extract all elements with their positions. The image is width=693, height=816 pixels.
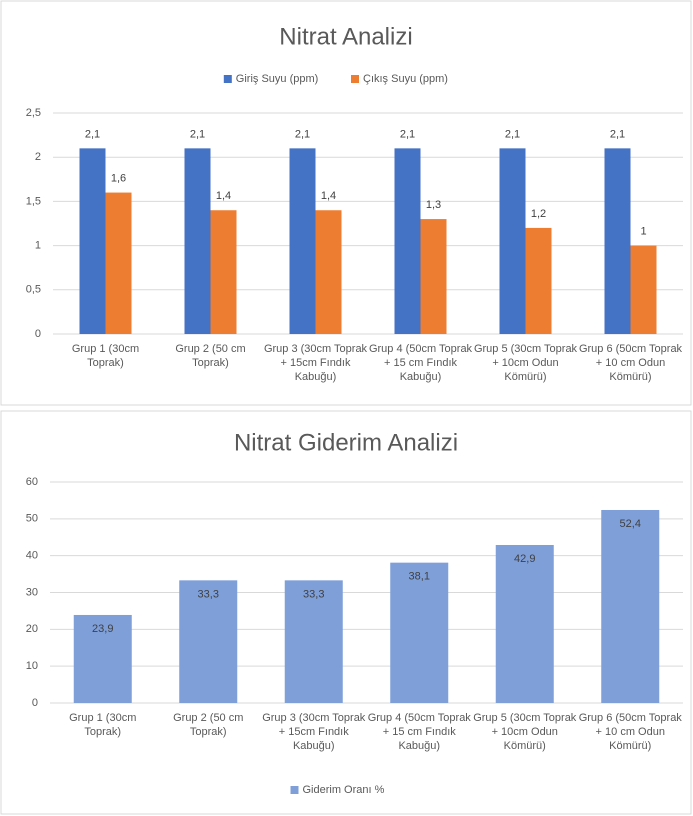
x-tick-label: Grup 4 (50cm Toprak + 15 cm Fındık Kabuğ… [368,343,473,383]
x-tick-label-box: Grup 2 (50 cm Toprak) [175,343,246,369]
bar [394,148,421,334]
x-tick-label-box: Grup 3 (30cm Toprak + 15cm Fındık Kabuğu… [262,712,366,752]
y-tick-label: 50 [26,513,38,525]
data-label: 33,3 [303,588,324,600]
bar [210,210,237,334]
bar [284,580,343,703]
data-label: 1 [640,226,646,238]
y-tick-label: 40 [26,550,38,562]
data-label: 33,3 [198,588,219,600]
data-label: 2,1 [295,128,310,140]
data-label: 1,2 [531,208,546,220]
bar [289,148,316,334]
x-tick-label-box: Grup 1 (30cm Toprak) [71,343,140,369]
legend-swatch [351,75,359,83]
x-tick-label: Grup 5 (30cm Toprak + 10cm Odun Kömürü) [473,712,577,752]
y-tick-label: 2 [35,151,41,163]
chart-frame [0,410,692,815]
bar [525,227,552,334]
x-tick-label: Grup 1 (30cm Toprak) [71,343,140,369]
x-tick-label-box: Grup 3 (30cm Toprak + 15cm Fındık Kabuğu… [263,343,368,383]
x-tick-label-box: Grup 4 (50cm Toprak + 15 cm Fındık Kabuğ… [368,343,473,383]
x-tick-label-box: Grup 6 (50cm Toprak + 10 cm Odun Kömürü) [578,343,683,383]
bar [630,245,657,334]
x-tick-label: Grup 2 (50 cm Toprak) [173,712,244,738]
legend-swatch [290,786,299,794]
x-tick-label: Grup 6 (50cm Toprak + 10 cm Odun Kömürü) [578,343,683,383]
x-tick-label-box: Grup 6 (50cm Toprak + 10 cm Odun Kömürü) [578,712,682,752]
legend-swatch [223,75,232,83]
bar [79,148,106,334]
y-tick-label: 1 [35,240,41,252]
x-tick-label: Grup 3 (30cm Toprak + 15cm Fındık Kabuğu… [262,712,366,752]
x-tick-label: Grup 1 (30cm Toprak) [69,712,137,738]
data-label: 2,1 [610,128,625,140]
x-tick-label-box: Grup 5 (30cm Toprak + 10cm Odun Kömürü) [473,712,577,752]
data-label: 1,6 [111,172,126,184]
legend-label: Giderim Oranı % [303,784,385,796]
y-tick-label: 60 [26,476,38,488]
y-tick-label: 20 [26,623,38,635]
bar [390,562,449,703]
bar [601,509,660,703]
y-tick-label: 30 [26,586,38,598]
bar [604,148,631,334]
legend-label: Çıkış Suyu (ppm) [363,73,448,85]
data-label: 52,4 [620,518,641,530]
data-label: 42,9 [514,553,535,565]
data-label: 23,9 [92,623,113,635]
data-label: 1,4 [216,190,231,202]
bar [73,614,132,703]
y-tick-label: 0 [35,328,41,340]
x-tick-label: Grup 5 (30cm Toprak + 10cm Odun Kömürü) [473,343,578,383]
y-tick-label: 10 [26,660,38,672]
x-tick-label-box: Grup 1 (30cm Toprak) [69,712,137,738]
data-label: 1,4 [321,190,336,202]
x-tick-label: Grup 3 (30cm Toprak + 15cm Fındık Kabuğu… [263,343,368,383]
bar [315,210,342,334]
y-tick-label: 2,5 [26,107,41,119]
data-label: 38,1 [409,571,430,583]
data-label: 2,1 [85,128,100,140]
data-label: 2,1 [400,128,415,140]
chart-title: Nitrat Analizi [279,23,412,50]
bar [495,544,554,703]
bar [499,148,526,334]
y-tick-label: 0,5 [26,284,41,296]
x-tick-label: Grup 4 (50cm Toprak + 15 cm Fındık Kabuğ… [367,712,471,752]
chart-title: Nitrat Giderim Analizi [234,429,458,456]
x-tick-label: Grup 2 (50 cm Toprak) [175,343,246,369]
x-tick-label: Grup 6 (50cm Toprak + 10 cm Odun Kömürü) [578,712,682,752]
x-tick-label-box: Grup 4 (50cm Toprak + 15 cm Fındık Kabuğ… [367,712,471,752]
x-tick-label-box: Grup 5 (30cm Toprak + 10cm Odun Kömürü) [473,343,578,383]
y-tick-label: 0 [32,697,38,709]
bar [420,219,447,334]
bar [184,148,211,334]
data-label: 2,1 [190,128,205,140]
data-label: 2,1 [505,128,520,140]
legend-label: Giriş Suyu (ppm) [236,73,319,85]
bar [179,580,238,703]
data-label: 1,3 [426,199,441,211]
y-tick-label: 1,5 [26,195,41,207]
bar [105,192,132,334]
x-tick-label-box: Grup 2 (50 cm Toprak) [173,712,244,738]
